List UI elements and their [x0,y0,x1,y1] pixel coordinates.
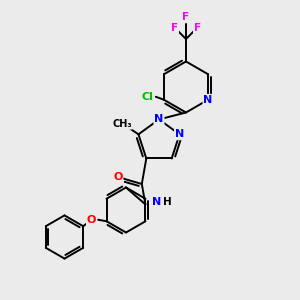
Text: F: F [182,12,190,22]
Text: N: N [154,114,164,124]
Text: O: O [87,215,96,225]
Text: F: F [171,22,178,33]
Text: O: O [113,172,122,182]
Text: N: N [175,129,184,139]
Text: N: N [203,95,213,105]
Text: H: H [163,197,171,207]
Text: Cl: Cl [142,92,153,102]
Text: CH₃: CH₃ [112,119,132,129]
Text: N: N [152,197,161,207]
Text: F: F [194,22,201,33]
